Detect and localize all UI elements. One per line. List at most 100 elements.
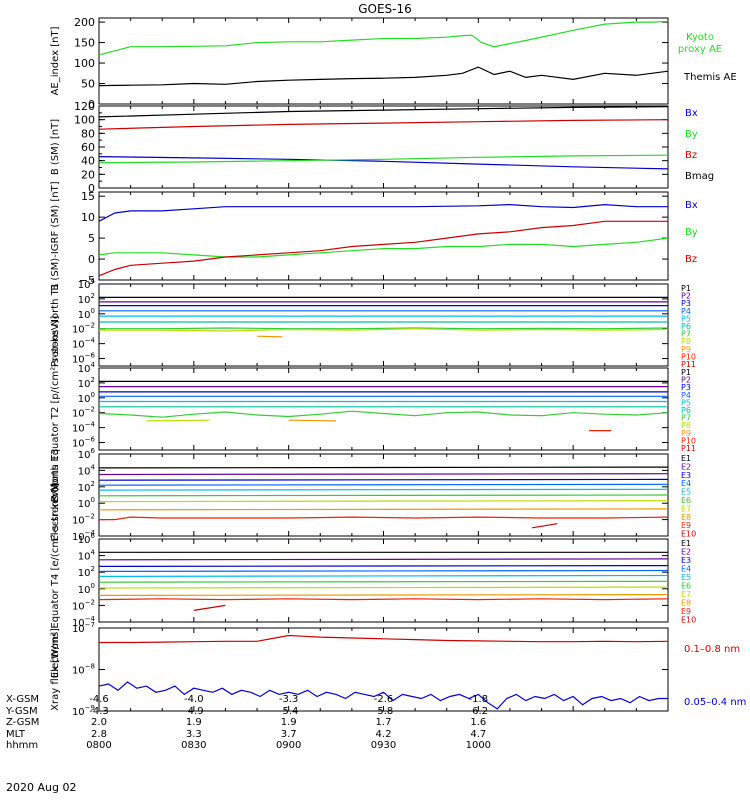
series-line-bx [98, 156, 669, 170]
panel-frame [98, 367, 669, 451]
panel-frame [98, 283, 669, 367]
series-line-e4 [98, 569, 669, 573]
legend-label: E3 [681, 556, 691, 565]
legend-label: E2 [681, 462, 691, 471]
series-line-e6 [98, 580, 669, 583]
legend-label: P10 [681, 352, 696, 361]
coord-value: 4.7 [470, 729, 486, 740]
legend-label: P4 [681, 391, 691, 400]
legend-label: P6 [681, 322, 691, 331]
series-line-0-05-0-4-nm [98, 681, 668, 710]
series-line-e9 [98, 598, 669, 601]
coord-row-label: MLT [6, 729, 26, 740]
legend-label: P11 [681, 360, 696, 369]
y-tick-label: −5 [79, 274, 95, 287]
legend-label: P7 [681, 330, 691, 339]
legend-label: E8 [681, 513, 691, 522]
panel-frame [98, 538, 669, 623]
coord-value: 4.2 [376, 729, 392, 740]
legend-label: E10 [681, 616, 696, 625]
coord-value: 1.9 [186, 717, 202, 728]
y-tick-label: 102 [78, 565, 95, 579]
y-tick-label: 100 [78, 391, 95, 405]
series-line-by [98, 154, 669, 164]
legend-label: P5 [681, 398, 691, 407]
legend-label: E7 [681, 504, 691, 513]
coord-value: 0830 [181, 740, 206, 751]
legend-label: E9 [681, 521, 691, 530]
date-label: 2020 Aug 02 [6, 781, 76, 794]
y-tick-label: 100 [78, 496, 95, 510]
y-tick-label: 10−2 [72, 513, 95, 527]
legend-label: E3 [681, 471, 691, 480]
series-line-e6 [98, 494, 669, 497]
y-tick-label: 102 [78, 480, 95, 494]
y-tick-label: 10−4 [72, 421, 96, 435]
series-line-e4 [98, 483, 669, 486]
y-tick-label: 100 [78, 582, 95, 596]
series-label: 0.05–0.4 nm [684, 697, 746, 708]
y-tick-label: 200 [74, 16, 95, 29]
legend-label: P5 [681, 314, 691, 323]
panel-frame [98, 17, 669, 105]
series-label: Kyoto [686, 32, 714, 43]
series-line-p7 [99, 327, 669, 330]
series-label: Themis AE [683, 72, 737, 83]
y-tick-label: 60 [81, 141, 95, 154]
y-tick-label: 0 [88, 98, 95, 111]
legend-label: E1 [681, 454, 691, 463]
legend-label: P10 [681, 436, 696, 445]
y-axis-label: Electrons Equator T4 [e/(cm²-s-sr-keV)] [50, 483, 61, 678]
legend-label: P3 [681, 383, 691, 392]
y-tick-label: 10−2 [72, 322, 95, 336]
legend-label: P8 [681, 337, 691, 346]
legend-label: P11 [681, 444, 696, 453]
series-line-by [98, 237, 669, 258]
y-tick-label: 106 [78, 532, 96, 546]
y-tick-label: 102 [78, 292, 95, 306]
legend-label: E7 [681, 590, 691, 599]
series-label: Bx [685, 108, 698, 119]
series-line-themis-ae [98, 66, 669, 87]
series-line-e3 [98, 564, 669, 568]
legend-label: P2 [681, 376, 691, 385]
y-axis-label: AE_index [nT] [50, 26, 61, 95]
coord-value: -5.4 [279, 706, 299, 717]
coord-value: -4.6 [89, 694, 109, 705]
legend-label: E6 [681, 582, 691, 591]
legend-label: E8 [681, 599, 691, 608]
coord-value: -6.2 [469, 706, 489, 717]
legend-label: P1 [681, 284, 691, 293]
coord-value: 3.3 [186, 729, 202, 740]
coord-value: -3.3 [279, 694, 299, 705]
y-axis-label: B (SM)-IGRF (SM) [nT] [50, 181, 61, 290]
y-tick-label: 10 [81, 211, 95, 224]
series-line-kyoto-proxy-ae [98, 20, 669, 56]
legend-label: P2 [681, 292, 691, 301]
series-line-e7 [98, 500, 669, 503]
y-tick-label: 104 [78, 361, 96, 375]
coord-row-label: Z-GSM [6, 717, 39, 728]
legend-label: E4 [681, 565, 691, 574]
y-tick-label: 104 [78, 277, 96, 291]
series-line-p8 [146, 419, 210, 422]
series-line-bz [98, 119, 669, 130]
coord-value: -4.0 [184, 694, 204, 705]
legend-label: E2 [681, 548, 691, 557]
legend-label: E9 [681, 607, 691, 616]
y-tick-label: 20 [81, 168, 95, 181]
series-line-bz [98, 220, 668, 277]
y-tick-label: 100 [74, 114, 95, 127]
y-tick-label: 100 [78, 307, 95, 321]
series-label: By [685, 129, 698, 140]
y-tick-label: 5 [88, 232, 95, 245]
y-tick-label: 10−4 [72, 337, 96, 351]
series-line-e2 [98, 558, 669, 561]
y-tick-label: 10−7 [72, 621, 95, 635]
legend-label: P8 [681, 421, 691, 430]
legend-label: P9 [681, 345, 691, 354]
coord-value: 1.7 [376, 717, 392, 728]
